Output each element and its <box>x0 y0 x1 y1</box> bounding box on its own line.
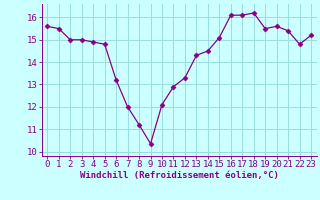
X-axis label: Windchill (Refroidissement éolien,°C): Windchill (Refroidissement éolien,°C) <box>80 171 279 180</box>
